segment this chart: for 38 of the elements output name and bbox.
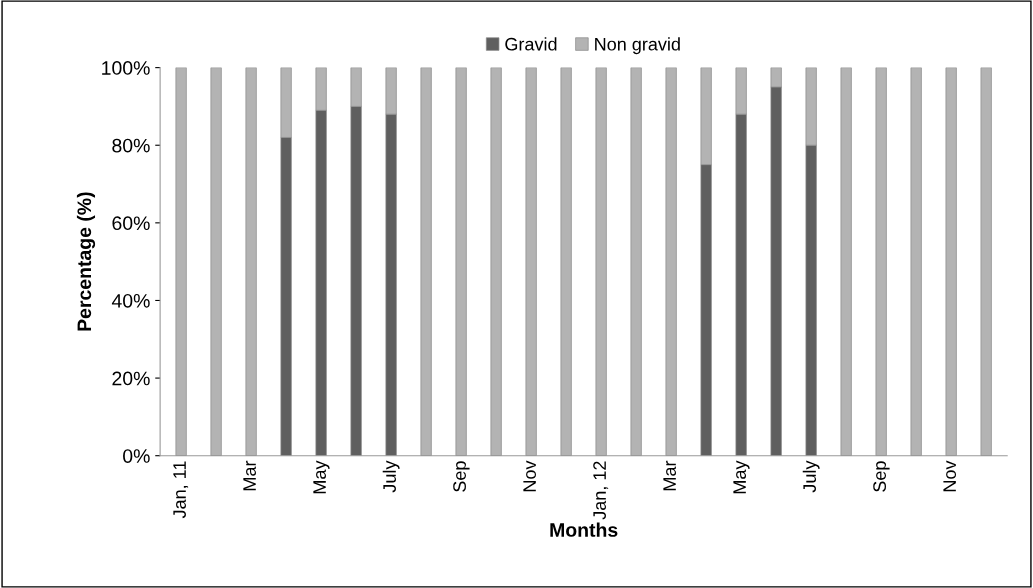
bar <box>630 67 642 456</box>
x-axis-title: Months <box>550 522 618 537</box>
bar <box>490 67 502 456</box>
bar <box>525 67 537 456</box>
bar <box>945 67 957 456</box>
x-tick-label: July <box>802 460 820 493</box>
bar <box>665 67 677 456</box>
y-axis-title: Percentage (%) <box>76 192 96 331</box>
x-tick-label: Nov <box>523 460 536 492</box>
bar <box>245 67 257 456</box>
bar <box>420 67 432 456</box>
legend-label: Gravid <box>505 37 557 51</box>
bar <box>595 67 607 456</box>
x-tick-label: Mar <box>663 460 676 491</box>
legend-label: Non gravid <box>595 37 680 55</box>
y-tick-label: 0% <box>123 449 150 463</box>
x-tick-label: Nov <box>943 460 957 492</box>
y-tick-label: 40% <box>111 293 150 308</box>
x-tick-label: July <box>382 460 400 493</box>
bar <box>560 67 572 456</box>
x-tick-label: Sep <box>453 461 470 492</box>
y-tick-label: 100% <box>102 61 150 75</box>
x-tick-label: Mar <box>243 460 256 491</box>
y-tick-label: 80% <box>112 138 150 153</box>
bar <box>175 67 187 456</box>
x-tick-label: Jan, 12 <box>593 461 609 520</box>
bar <box>840 67 852 456</box>
bar <box>910 67 922 456</box>
y-tick-label: 20% <box>112 371 150 386</box>
bar <box>875 67 887 456</box>
x-tick-label: Jan, 11 <box>173 461 189 519</box>
x-tick-label: May <box>733 460 750 494</box>
bar <box>980 67 992 456</box>
bar <box>210 67 222 456</box>
y-tick-label: 60% <box>112 216 150 231</box>
x-tick-label: May <box>313 460 330 494</box>
x-tick-label: Sep <box>873 461 890 492</box>
bar <box>455 67 467 456</box>
